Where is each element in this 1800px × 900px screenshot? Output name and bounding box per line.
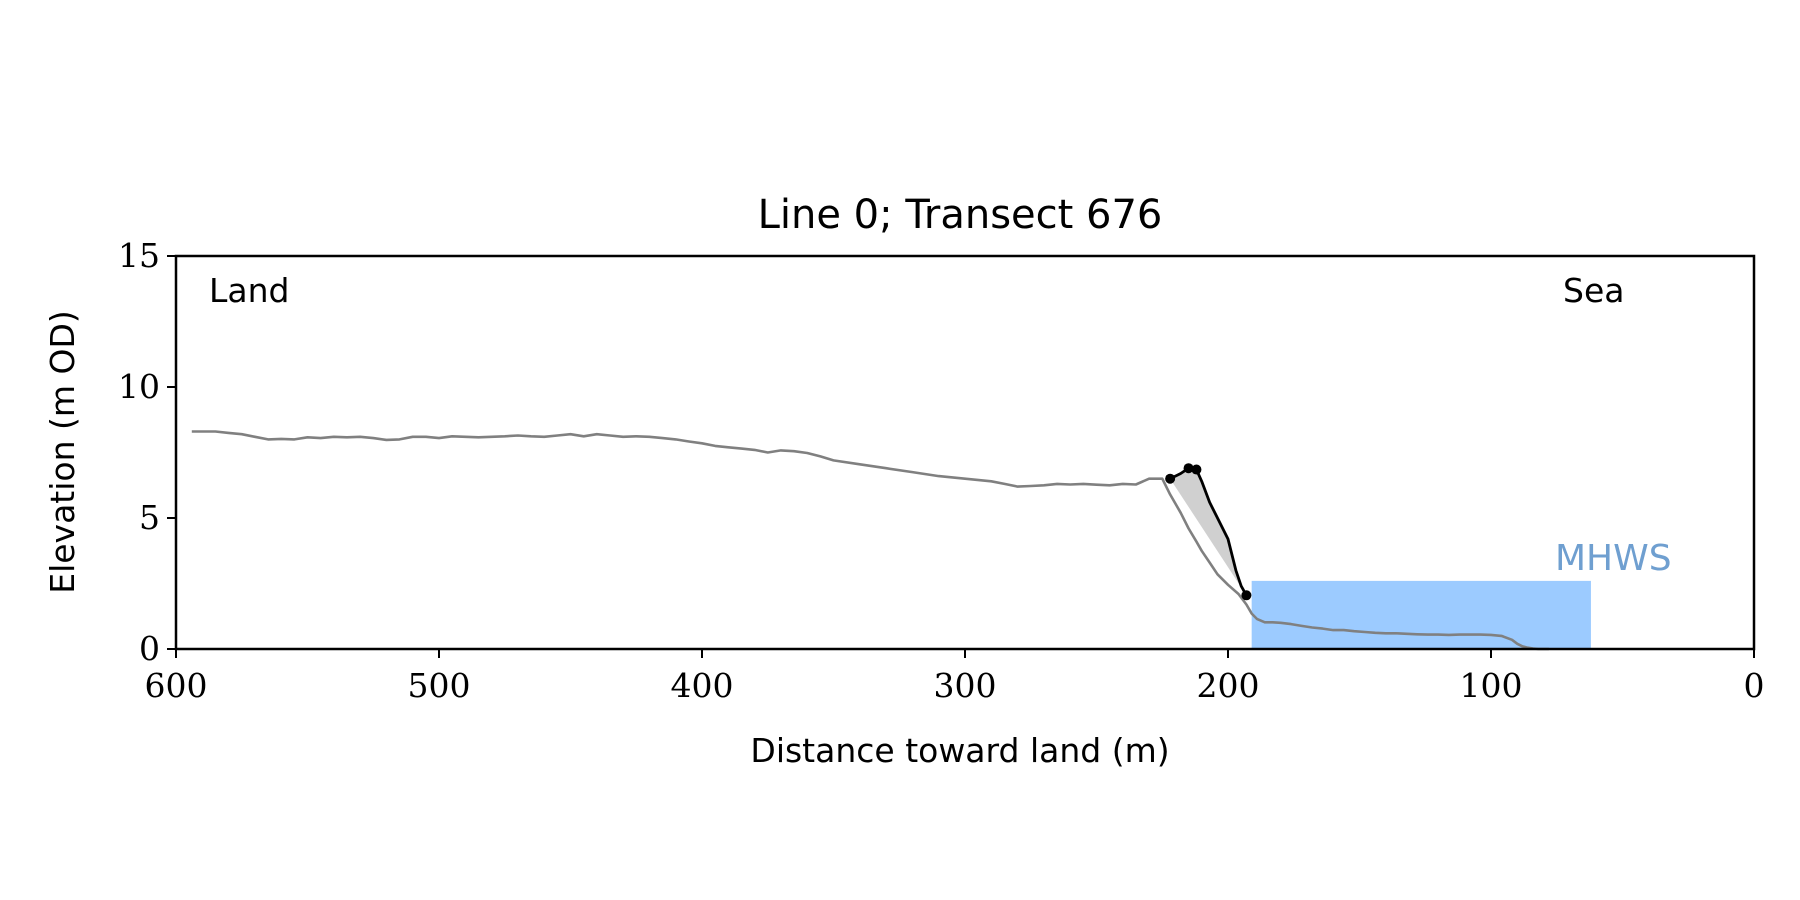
plot-area	[191, 430, 1591, 651]
x-tick-label: 200	[1197, 666, 1260, 705]
y-tick-label: 10	[118, 367, 160, 406]
x-tick-label: 300	[934, 666, 997, 705]
x-axis-label: Distance toward land (m)	[750, 731, 1169, 770]
x-tick-label: 500	[408, 666, 471, 705]
x-tick-label: 600	[145, 666, 208, 705]
y-tick-label: 0	[139, 629, 160, 668]
y-axis-label: Elevation (m OD)	[43, 310, 82, 594]
y-tick-label: 5	[139, 498, 160, 537]
profile-line	[191, 430, 1549, 651]
cliff-point	[1241, 590, 1252, 601]
x-tick-label: 400	[671, 666, 734, 705]
chart-title: Line 0; Transect 676	[758, 192, 1163, 238]
land-annotation: Land	[209, 271, 289, 310]
sea-annotation: Sea	[1563, 271, 1624, 310]
mhws-area	[1251, 580, 1591, 649]
cliff-point	[1165, 473, 1176, 484]
mhws-label: MHWS	[1555, 538, 1672, 579]
cliff-fill	[1170, 468, 1247, 596]
x-tick-label: 0	[1744, 666, 1765, 705]
x-axis: 600 500 400 300 200 100 0	[145, 649, 1765, 705]
cliff-point	[1183, 463, 1194, 474]
x-tick-label: 100	[1460, 666, 1523, 705]
y-axis: 0 5 10 15	[118, 236, 176, 668]
y-tick-label: 15	[118, 236, 160, 275]
cliff-point	[1191, 464, 1202, 475]
